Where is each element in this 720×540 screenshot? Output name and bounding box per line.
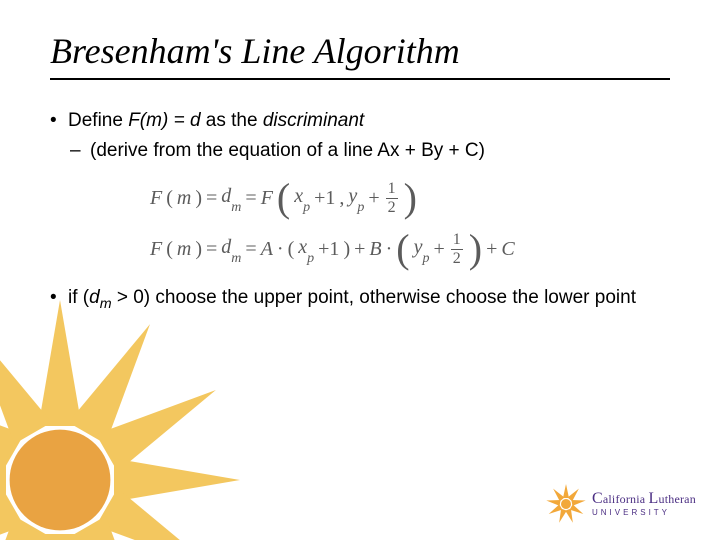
- eq2-A: A: [261, 238, 273, 261]
- logo-sun-icon: [546, 484, 586, 524]
- eq2-C: C: [501, 238, 514, 261]
- eq2-half-num: 1: [451, 232, 463, 249]
- eq-y: y: [348, 185, 357, 207]
- equation-2: F(m) = dm = A· (xp+1) + B· ( yp + 1 2 ) …: [150, 232, 670, 267]
- eq-half: 1 2: [386, 181, 398, 216]
- if-d: d: [89, 287, 100, 308]
- eq-F: F: [150, 187, 162, 210]
- title-underline: [50, 78, 670, 80]
- eq2-dot2: ·: [386, 238, 393, 261]
- eq-comma: ,: [339, 187, 344, 210]
- big-lparen: (: [277, 182, 290, 214]
- eq2-lpar2: (: [288, 238, 295, 261]
- eq2-big-l: (: [396, 233, 409, 265]
- logo-line1: California Lutheran: [592, 491, 696, 507]
- eq2-d-sub: m: [231, 251, 241, 266]
- define-fm: F(m) = d: [128, 110, 200, 131]
- equation-block: F(m) = dm = F ( xp +1 , yp + 1 2 ) F(m) …: [150, 181, 670, 267]
- sub-derive: (derive from the equation of a line Ax +…: [90, 138, 670, 164]
- eq-rpar: ): [195, 187, 202, 210]
- eq-plus: +: [368, 187, 379, 210]
- bullet-list-2: if (dm > 0) choose the upper point, othe…: [50, 285, 670, 314]
- eq2-F: F: [150, 238, 162, 261]
- eq2-half-den: 2: [451, 249, 463, 267]
- bullet-if: if (dm > 0) choose the upper point, othe…: [68, 285, 670, 314]
- eq2-plus2: +: [434, 238, 445, 261]
- eq2-yp: p: [423, 251, 430, 266]
- eq2-big-r: ): [469, 233, 482, 265]
- eq2-B: B: [369, 238, 381, 261]
- logo-utheran: utheran: [659, 492, 696, 506]
- eq-plus1: +1: [314, 187, 335, 210]
- logo-alifornia: alifornia: [603, 492, 649, 506]
- eq2-plus1: +1: [318, 238, 339, 261]
- eq-yp: p: [357, 200, 364, 215]
- sunburst-decor: [0, 300, 240, 540]
- eq2-d: d: [221, 236, 231, 258]
- eq-lpar: (: [166, 187, 173, 210]
- eq2-rpar2: ): [343, 238, 350, 261]
- equation-1: F(m) = dm = F ( xp +1 , yp + 1 2 ): [150, 181, 670, 216]
- slide-title: Bresenham's Line Algorithm: [50, 30, 670, 72]
- eq2-x: x: [298, 236, 307, 258]
- if-sub-m: m: [100, 296, 112, 312]
- bullet-list: Define F(m) = d as the discriminant (der…: [50, 108, 670, 163]
- define-discriminant: discriminant: [263, 110, 364, 131]
- define-prefix: Define: [68, 110, 128, 131]
- eq2-m: m: [177, 238, 191, 261]
- eq2-plus: +: [354, 238, 365, 261]
- big-rparen: ): [404, 182, 417, 214]
- eq-equals: =: [206, 187, 217, 210]
- define-suffix: as the: [201, 110, 263, 131]
- eq-d-sub: m: [231, 200, 241, 215]
- eq-d: d: [221, 185, 231, 207]
- eq2-xp: p: [307, 251, 314, 266]
- logo-line2: UNIVERSITY: [592, 509, 696, 517]
- logo-L: L: [649, 490, 659, 507]
- eq2-equals: =: [206, 238, 217, 261]
- eq2-equals2: =: [245, 238, 256, 261]
- eq-m: m: [177, 187, 191, 210]
- university-logo: California Lutheran UNIVERSITY: [546, 482, 706, 526]
- bullet-define: Define F(m) = d as the discriminant (der…: [68, 108, 670, 163]
- eq2-rpar: ): [195, 238, 202, 261]
- eq-x: x: [294, 185, 303, 207]
- logo-C: C: [592, 490, 603, 507]
- eq2-lpar: (: [166, 238, 173, 261]
- eq2-y: y: [414, 236, 423, 258]
- sub-list: (derive from the equation of a line Ax +…: [68, 138, 670, 164]
- eq-F2: F: [261, 187, 273, 210]
- logo-text: California Lutheran UNIVERSITY: [592, 491, 696, 517]
- eq2-half: 1 2: [451, 232, 463, 267]
- eq-equals-2: =: [245, 187, 256, 210]
- eq-xp: p: [303, 200, 310, 215]
- eq2-dot1: ·: [277, 238, 284, 261]
- half-den: 2: [386, 198, 398, 216]
- eq2-plus3: +: [486, 238, 497, 261]
- if-rest: > 0) choose the upper point, otherwise c…: [112, 287, 636, 308]
- half-num: 1: [386, 181, 398, 198]
- if-prefix: if (: [68, 287, 89, 308]
